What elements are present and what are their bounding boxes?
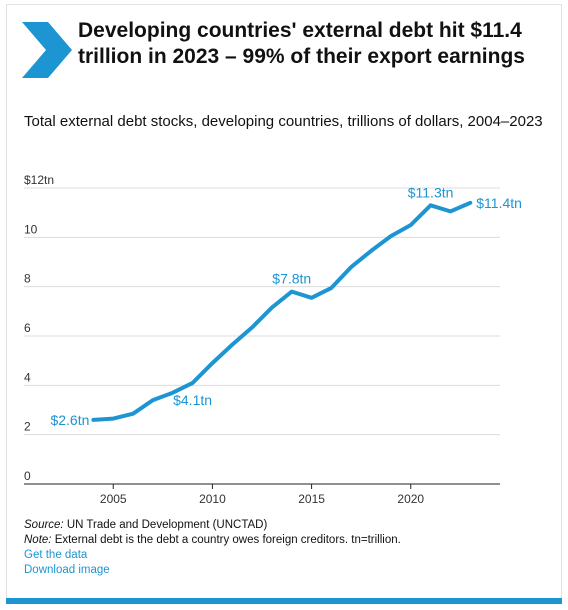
source-text: UN Trade and Development (UNCTAD) <box>63 519 268 531</box>
y-tick-label: $12tn <box>24 173 54 187</box>
chart-footer: Source: UN Trade and Development (UNCTAD… <box>24 518 544 578</box>
note-label: Note: <box>24 534 52 546</box>
chevron-right-icon <box>22 22 72 78</box>
chart-card <box>6 4 562 604</box>
data-label: $4.1tn <box>173 392 212 408</box>
y-tick-label: 10 <box>24 222 38 236</box>
chart-subtitle: Total external debt stocks, developing c… <box>24 113 543 130</box>
source-label: Source: <box>24 519 64 531</box>
series-line <box>91 200 473 422</box>
data-label: $7.8tn <box>272 271 311 287</box>
y-tick-label: 6 <box>24 321 31 335</box>
data-label: $2.6tn <box>50 412 89 428</box>
y-tick-label: 8 <box>24 272 31 286</box>
y-tick-label: 4 <box>24 370 31 384</box>
bottom-accent-bar <box>6 598 562 604</box>
x-tick-label: 2010 <box>199 492 226 506</box>
get-data-link[interactable]: Get the data <box>24 549 88 561</box>
x-tick-label: 2005 <box>100 492 127 506</box>
y-tick-label: 0 <box>24 469 31 483</box>
note-line: Note: External debt is the debt a countr… <box>24 533 544 548</box>
note-text: External debt is the debt a country owes… <box>51 534 401 546</box>
download-image-link[interactable]: Download image <box>24 564 110 576</box>
x-tick-label: 2015 <box>298 492 325 506</box>
source-line: Source: UN Trade and Development (UNCTAD… <box>24 518 544 533</box>
data-label: $11.3tn <box>408 184 454 200</box>
data-label: $11.4tn <box>476 195 522 211</box>
y-tick-label: 2 <box>24 420 31 434</box>
page-title: Developing countries' external debt hit … <box>78 19 525 68</box>
x-tick-label: 2020 <box>397 492 424 506</box>
